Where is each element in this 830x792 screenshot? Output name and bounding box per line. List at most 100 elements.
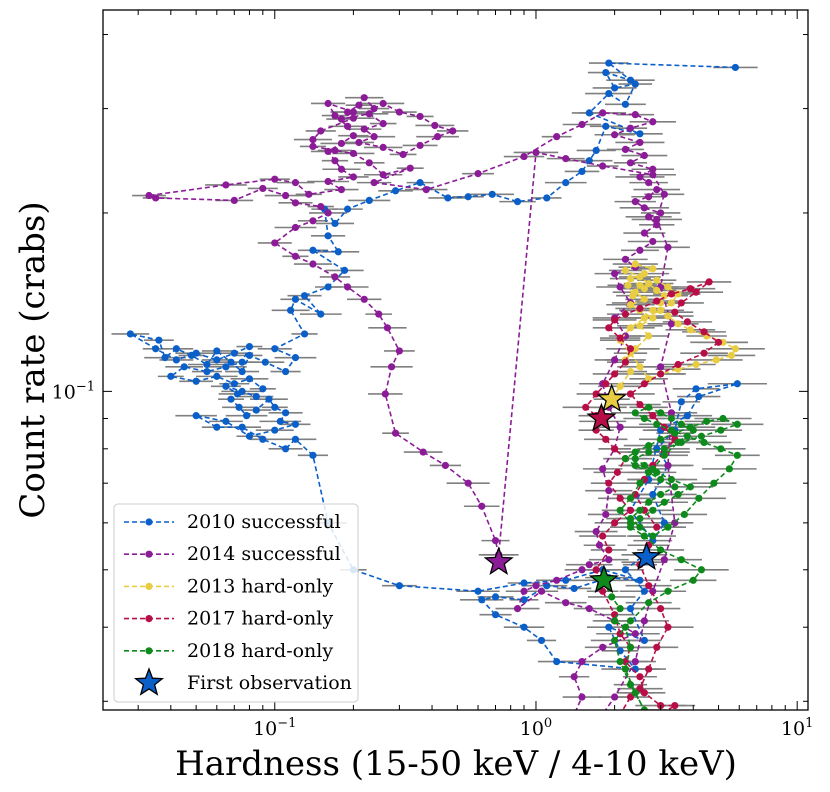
data-point-2010-successful <box>553 657 561 666</box>
data-point-2010-successful <box>222 382 230 390</box>
data-point-2018-hard-only <box>653 420 661 428</box>
data-point-2010-successful <box>213 423 221 431</box>
data-point-2014-successful <box>370 179 378 187</box>
data-point-2017-hard-only <box>613 468 622 476</box>
data-point-2010-successful <box>180 363 188 371</box>
data-point-2010-successful <box>252 406 260 414</box>
data-point-2018-hard-only <box>626 494 635 502</box>
data-point-2010-successful <box>537 636 546 645</box>
data-point-2010-successful <box>640 587 648 595</box>
data-point-2013-hard-only <box>626 274 635 283</box>
data-point-2013-hard-only <box>640 285 648 293</box>
data-point-2010-successful <box>324 232 332 240</box>
data-point-2013-hard-only <box>692 360 700 369</box>
data-point-2014-successful <box>305 190 313 198</box>
legend-label-2018-hard-only: 2018 hard-only <box>187 640 333 662</box>
data-point-2017-hard-only <box>683 318 692 326</box>
data-point-2010-successful <box>605 623 613 631</box>
data-point-2014-successful <box>464 479 472 487</box>
data-point-2014-successful <box>478 502 486 510</box>
data-point-2014-successful <box>631 657 639 666</box>
data-point-2013-hard-only <box>667 299 676 307</box>
data-point-2014-successful <box>317 127 325 135</box>
data-point-2018-hard-only <box>719 414 727 423</box>
data-point-2010-successful <box>161 354 169 362</box>
data-point-2017-hard-only <box>599 532 607 540</box>
data-point-2014-successful <box>349 114 357 122</box>
data-point-2014-successful <box>331 157 339 165</box>
data-point-2010-successful <box>213 347 221 355</box>
legend-label-first-observation: First observation <box>187 672 352 694</box>
data-point-2013-hard-only <box>640 314 648 322</box>
data-point-2010-successful <box>192 349 200 357</box>
data-point-2010-successful <box>192 412 200 420</box>
data-point-2014-successful <box>422 185 430 194</box>
first-observation-star-2017-hard-only <box>586 402 617 432</box>
data-point-2018-hard-only <box>733 451 741 459</box>
data-point-2014-successful <box>578 120 586 129</box>
data-point-2010-successful <box>152 345 160 353</box>
data-point-2014-successful <box>667 409 676 417</box>
data-point-2013-hard-only <box>621 266 630 274</box>
data-point-2014-successful <box>553 576 561 584</box>
data-point-2014-successful <box>566 720 573 727</box>
data-point-2014-successful <box>631 111 639 119</box>
data-point-2014-successful <box>387 363 396 371</box>
data-point-2018-hard-only <box>631 689 639 697</box>
data-point-2014-successful <box>664 243 672 251</box>
data-point-2010-successful <box>271 426 279 434</box>
data-point-2013-hard-only <box>616 382 624 390</box>
data-point-2014-successful <box>281 191 290 200</box>
data-point-2010-successful <box>172 345 180 353</box>
data-point-2014-successful <box>360 295 368 303</box>
data-point-2014-successful <box>570 673 578 681</box>
data-point-2018-hard-only <box>626 519 635 527</box>
first-observation-star-2010-successful <box>631 541 662 571</box>
data-point-2010-successful <box>238 367 246 376</box>
data-point-2014-successful <box>370 104 378 113</box>
data-point-2014-successful <box>631 198 639 206</box>
data-point-2010-successful <box>222 363 230 371</box>
data-point-2018-hard-only <box>631 455 639 463</box>
data-point-2014-successful <box>365 159 373 167</box>
data-point-2010-successful <box>636 576 644 584</box>
data-point-2017-hard-only <box>626 506 635 514</box>
data-point-2014-successful <box>337 165 346 173</box>
data-point-2017-hard-only <box>671 701 679 710</box>
data-point-2018-hard-only <box>677 420 685 428</box>
data-point-2017-hard-only <box>700 328 708 336</box>
data-point-2014-successful <box>578 657 586 666</box>
data-point-2014-successful <box>324 99 332 108</box>
data-point-2010-successful <box>291 435 300 443</box>
data-point-2013-hard-only <box>629 292 637 300</box>
data-point-2017-hard-only <box>626 345 635 353</box>
data-point-2010-successful <box>259 385 267 393</box>
data-point-2018-hard-only <box>657 475 665 484</box>
data-point-2013-hard-only <box>626 367 635 376</box>
data-point-2013-hard-only <box>645 375 653 383</box>
data-point-2017-hard-only <box>674 360 682 369</box>
data-point-2010-successful <box>695 392 703 401</box>
data-point-2014-successful <box>660 190 668 198</box>
data-point-2018-hard-only <box>611 636 619 645</box>
data-point-2014-successful <box>395 347 403 355</box>
data-point-2017-hard-only <box>636 673 644 681</box>
data-point-2014-successful <box>337 185 346 194</box>
data-point-2013-hard-only <box>674 320 682 328</box>
data-point-2014-successful <box>599 109 607 117</box>
data-point-2014-successful <box>611 356 619 364</box>
first-observation-star-2014-successful <box>483 546 514 575</box>
data-point-2018-hard-only <box>689 426 697 434</box>
data-point-2014-successful <box>406 164 414 172</box>
data-point-2014-successful <box>653 215 661 224</box>
data-point-2014-successful <box>441 461 449 470</box>
series-2010-successful <box>126 59 741 673</box>
data-point-2014-successful <box>532 148 540 157</box>
data-point-2010-successful <box>488 190 496 198</box>
data-point-2014-successful <box>611 693 619 701</box>
data-point-2018-hard-only <box>640 461 648 470</box>
data-point-2010-successful <box>585 157 593 165</box>
data-point-2014-successful <box>391 429 400 437</box>
data-point-2018-hard-only <box>626 643 635 651</box>
data-point-2017-hard-only <box>599 587 607 595</box>
